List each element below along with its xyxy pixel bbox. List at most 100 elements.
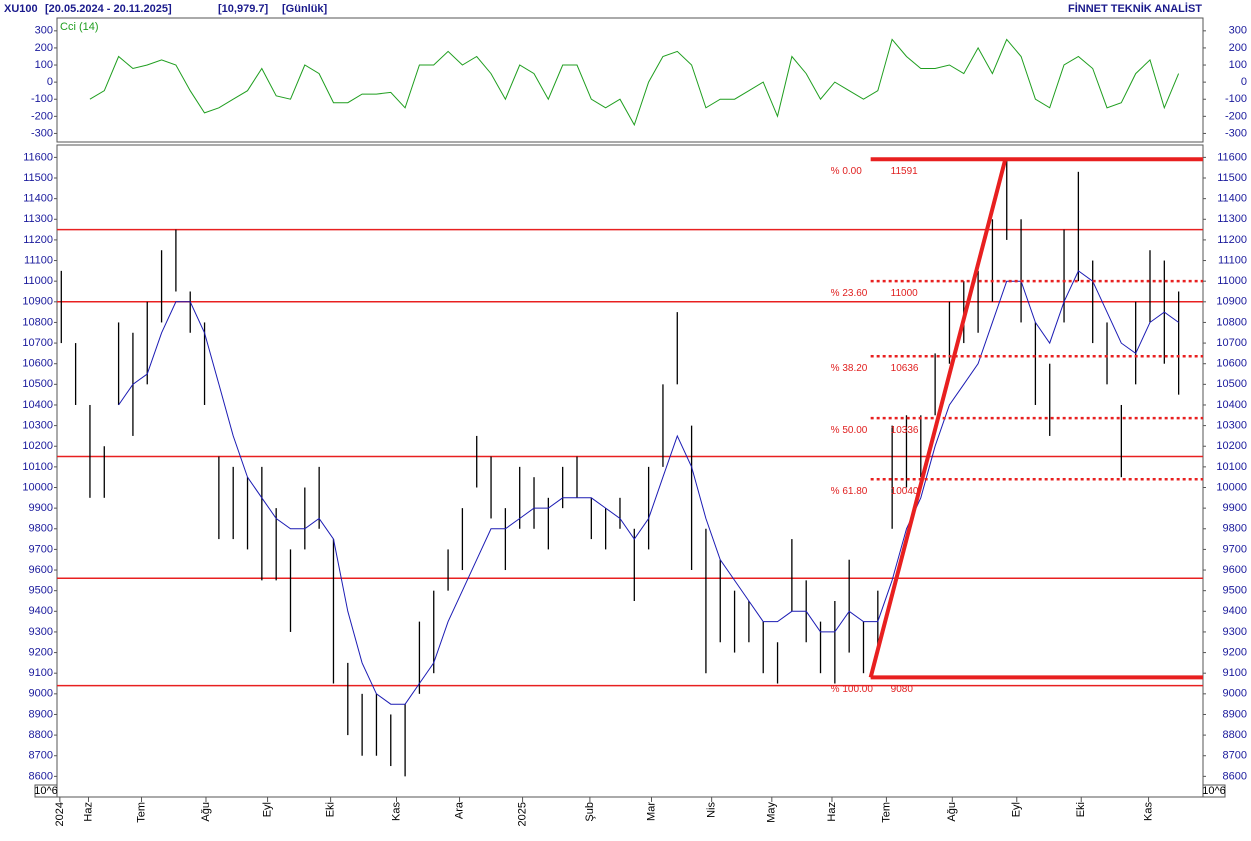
y-tick-label: 10800	[22, 316, 53, 328]
y-tick-label-right: 8600	[1223, 770, 1247, 782]
y-tick-label: -100	[31, 93, 53, 105]
y-tick-label: 11000	[23, 275, 53, 287]
scale-box	[34, 784, 58, 798]
fib-label: % 50.00	[831, 425, 868, 436]
y-tick-label-right: 9500	[1223, 585, 1247, 597]
y-tick-label-right: 8800	[1223, 729, 1247, 741]
fib-label: % 38.20	[831, 363, 868, 374]
y-tick-label-right: 10600	[1216, 358, 1247, 370]
y-tick-label-right: -300	[1225, 127, 1247, 139]
y-tick-label-right: 11500	[1217, 172, 1247, 184]
y-tick-label-right: 10000	[1216, 481, 1247, 493]
x-tick-label: Kas	[390, 802, 402, 821]
y-tick-label: 10500	[22, 378, 53, 390]
y-tick-label: 300	[35, 25, 53, 37]
y-tick-label: 9700	[29, 543, 53, 555]
y-tick-label-right: 10200	[1216, 440, 1247, 452]
y-tick-label-right: 9200	[1223, 646, 1247, 658]
y-tick-label-right: 9000	[1223, 688, 1247, 700]
y-tick-label-right: 10800	[1216, 316, 1247, 328]
fib-value: 9080	[891, 684, 914, 695]
y-tick-label: 11600	[23, 151, 53, 163]
y-tick-label-right: 100	[1229, 59, 1247, 71]
cci-title: Cci (14)	[60, 21, 99, 33]
x-tick-label: Haz	[826, 802, 838, 822]
fib-label: % 100.00	[831, 684, 874, 695]
x-tick-label: May	[766, 802, 778, 823]
scale-label: 10^6	[1202, 785, 1226, 797]
x-tick-label: Eyl	[1011, 802, 1023, 817]
y-tick-label: 0	[47, 76, 53, 88]
period: [Günlük]	[282, 3, 328, 15]
fib-value: 10336	[891, 425, 919, 436]
y-tick-label: 10100	[22, 461, 53, 473]
y-tick-label: 10600	[22, 358, 53, 370]
y-tick-label-right: 10400	[1216, 399, 1247, 411]
x-tick-label: Haz	[82, 802, 94, 822]
y-tick-label: 200	[35, 42, 53, 54]
y-tick-label: 9800	[29, 523, 53, 535]
y-tick-label-right: 8700	[1223, 750, 1247, 762]
y-tick-label-right: 11600	[1217, 151, 1247, 163]
y-tick-label-right: 0	[1241, 76, 1247, 88]
y-tick-label-right: 11300	[1217, 213, 1247, 225]
y-tick-label-right: 9400	[1223, 605, 1247, 617]
fib-value: 10040	[891, 486, 919, 497]
fib-label: % 23.60	[831, 288, 868, 299]
x-tick-label: Eyl	[261, 802, 273, 817]
y-tick-label-right: 11000	[1217, 275, 1247, 287]
fib-label: % 61.80	[831, 486, 868, 497]
y-tick-label-right: 9300	[1223, 626, 1247, 638]
cci-line	[89, 38, 1180, 127]
fib-value: 11000	[891, 288, 919, 299]
brand: FİNNET TEKNİK ANALİST	[1068, 2, 1202, 15]
date-range: [20.05.2024 - 20.11.2025]	[45, 3, 172, 15]
x-tick-label: Ara	[453, 801, 465, 819]
y-tick-label: -300	[31, 127, 53, 139]
y-tick-label-right: 10900	[1216, 296, 1247, 308]
x-tick-label: Kas	[1142, 802, 1154, 821]
y-tick-label-right: 11100	[1218, 254, 1247, 266]
y-tick-label-right: 10500	[1216, 378, 1247, 390]
y-tick-label: 8600	[29, 770, 53, 782]
scale-box	[1202, 784, 1226, 798]
y-tick-label: 8800	[29, 729, 53, 741]
y-tick-label-right: 10300	[1216, 420, 1247, 432]
x-tick-label: 2025	[516, 802, 528, 826]
x-tick-label: Eki	[325, 802, 337, 817]
y-tick-label-right: 8900	[1223, 708, 1247, 720]
last-price: [10,979.7]	[218, 3, 268, 15]
y-tick-label: 9500	[29, 585, 53, 597]
symbol: XU100	[4, 3, 38, 15]
y-tick-label-right: 9700	[1223, 543, 1247, 555]
x-tick-label: Tem	[135, 802, 147, 823]
y-tick-label: 100	[35, 59, 53, 71]
y-tick-label: 10000	[22, 481, 53, 493]
x-tick-label: Tem	[880, 802, 892, 823]
x-tick-label: Şub	[584, 802, 596, 822]
y-tick-label: 8900	[29, 708, 53, 720]
y-tick-label: -200	[31, 110, 53, 122]
y-tick-label: 10400	[22, 399, 53, 411]
y-tick-label: 11300	[23, 213, 53, 225]
y-tick-label-right: 11400	[1217, 193, 1247, 205]
fib-label: % 0.00	[831, 166, 863, 177]
y-tick-label-right: 200	[1229, 42, 1247, 54]
y-tick-label: 9900	[29, 502, 53, 514]
fib-trend	[868, 158, 1008, 678]
y-tick-label: 10700	[22, 337, 53, 349]
y-tick-label: 10200	[22, 440, 53, 452]
fib-value: 10636	[891, 363, 919, 374]
x-tick-label: Mar	[645, 802, 657, 821]
x-tick-label: Ağu	[200, 802, 212, 822]
y-tick-label: 11200	[23, 234, 53, 246]
x-tick-label: Eki	[1075, 802, 1087, 817]
y-tick-label-right: -100	[1225, 93, 1247, 105]
y-tick-label: 11500	[23, 172, 53, 184]
y-tick-label: 9300	[29, 626, 53, 638]
y-tick-label: 8700	[29, 750, 53, 762]
price-panel	[56, 144, 1204, 798]
y-tick-label: 9400	[29, 605, 53, 617]
